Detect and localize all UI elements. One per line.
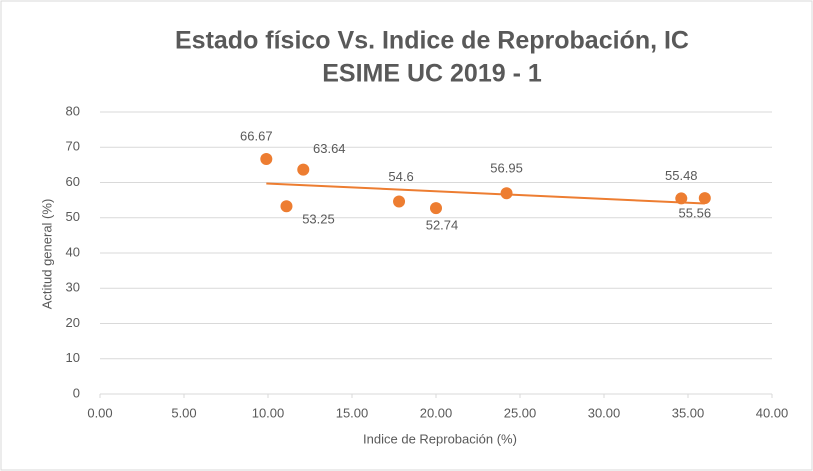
y-tick-label: 80: [66, 103, 80, 118]
x-tick-label: 15.00: [336, 405, 369, 420]
point: [500, 187, 513, 200]
y-tick-label: 60: [66, 174, 80, 189]
trendline: [266, 182, 705, 205]
data-label: 55.56: [679, 206, 712, 221]
y-tick-label: 20: [66, 315, 80, 330]
y-axis-title: Actitud general (%): [39, 199, 54, 310]
point: [675, 192, 688, 205]
y-tick-label: 10: [66, 350, 80, 365]
y-tick-label: 70: [66, 139, 80, 154]
point: [280, 200, 293, 213]
data-label: 52.74: [426, 218, 459, 233]
x-axis-title: Indice de Reprobación (%): [363, 431, 517, 446]
point: [260, 152, 273, 165]
data-label: 53.25: [302, 212, 335, 227]
x-tick-label: 5.00: [171, 405, 196, 420]
x-tick-label: 40.00: [756, 405, 789, 420]
x-tick-label: 20.00: [420, 405, 453, 420]
x-tick-label: 30.00: [588, 405, 621, 420]
data-label: 66.67: [240, 128, 273, 143]
y-tick-label: 30: [66, 280, 80, 295]
data-label: 54.6: [388, 169, 413, 184]
y-tick-label: 50: [66, 209, 80, 224]
chart-title: ESIME UC 2019 - 1: [322, 60, 542, 88]
point: [297, 163, 310, 176]
x-tick-label: 35.00: [672, 405, 705, 420]
x-tick-label: 10.00: [252, 405, 285, 420]
y-tick-label: 40: [66, 244, 80, 259]
chart-title: Estado físico Vs. Indice de Reprobación,…: [175, 27, 689, 55]
point: [430, 202, 442, 215]
data-label: 63.64: [313, 141, 346, 156]
data-label: 55.48: [665, 168, 698, 183]
x-tick-label: 25.00: [504, 405, 537, 420]
point: [698, 192, 711, 205]
point: [393, 195, 406, 208]
y-tick-label: 0: [73, 385, 80, 400]
x-tick-label: 0.00: [87, 405, 112, 420]
data-label: 56.95: [490, 161, 523, 176]
